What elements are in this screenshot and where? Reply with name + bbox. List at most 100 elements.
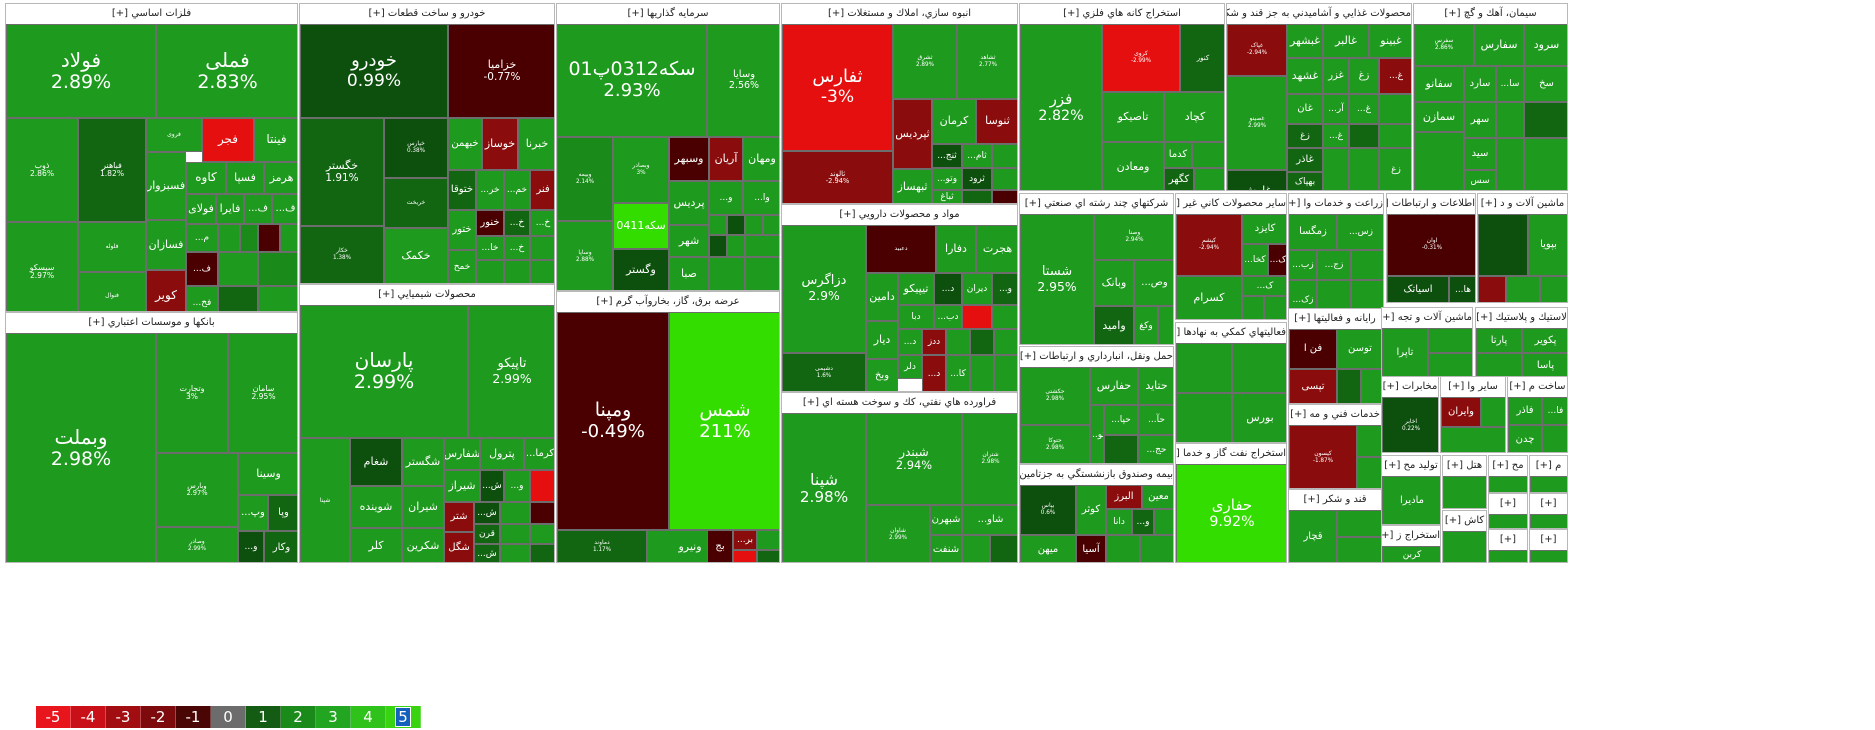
stock-tile[interactable]: زب... (1289, 250, 1317, 280)
stock-tile[interactable]: فن ا (1289, 329, 1337, 369)
stock-tile[interactable]: کویر (146, 270, 186, 311)
stock-tile[interactable]: خ... (504, 236, 530, 260)
stock-tile[interactable]: کچاد (1164, 92, 1224, 142)
stock-tile[interactable] (218, 252, 258, 286)
stock-tile[interactable]: مادیرا (1382, 476, 1440, 524)
stock-tile[interactable]: دبا (898, 305, 934, 329)
stock-tile[interactable]: کوثر (1076, 485, 1106, 535)
stock-tile[interactable]: غاذر (1287, 148, 1323, 172)
sector-title[interactable]: بيمه وصندوق بازنشستگي به جزتامين [+] (1020, 465, 1173, 485)
stock-tile[interactable] (1542, 425, 1567, 452)
stock-tile[interactable] (1443, 531, 1486, 562)
stock-tile[interactable]: هجرت (976, 225, 1017, 273)
stock-tile[interactable]: ش... (480, 470, 504, 502)
sector-title[interactable]: سيمان، آهك و گچ [+] (1414, 4, 1567, 24)
stock-tile[interactable]: دعبید (866, 225, 936, 273)
stock-tile[interactable]: حتاید (1138, 367, 1173, 405)
stock-tile[interactable]: سفانو (1414, 66, 1464, 102)
stock-tile[interactable] (1194, 168, 1224, 190)
sector-title[interactable]: بانكها و موسسات اعتباري [+] (6, 313, 297, 333)
stock-tile[interactable]: زس... (1337, 214, 1383, 250)
legend-swatch[interactable]: -4 (71, 706, 106, 728)
stock-tile[interactable]: خبهمن (448, 118, 482, 170)
stock-tile[interactable]: فزر 2.82% (1020, 24, 1102, 190)
legend-swatch[interactable]: 1 (246, 706, 281, 728)
stock-tile[interactable]: خپارس 0.38% (384, 118, 448, 178)
stock-tile[interactable]: ثام... (962, 144, 992, 168)
stock-tile[interactable] (1349, 124, 1379, 148)
sector-title[interactable]: کاش [+] (1443, 511, 1486, 531)
stock-tile[interactable]: ها... (1449, 276, 1475, 302)
stock-tile[interactable] (530, 260, 554, 283)
stock-tile[interactable]: غصینو 2.99% (1227, 76, 1287, 170)
sector-title[interactable]: م [+] (1530, 456, 1567, 476)
stock-tile[interactable]: سکه0411 (613, 203, 669, 249)
stock-tile[interactable]: و... (238, 531, 264, 562)
stock-tile[interactable]: وتو... (932, 168, 962, 190)
stock-tile[interactable]: خمح (448, 250, 476, 283)
stock-tile[interactable] (1379, 124, 1411, 148)
stock-tile[interactable]: غپاک -2.94% (1227, 24, 1287, 76)
stock-tile[interactable]: ف... (244, 194, 272, 224)
stock-tile[interactable]: وبارس 2.97% (156, 453, 238, 527)
stock-tile[interactable]: فسپا (226, 162, 264, 194)
sector-title[interactable]: ماشين آلات و د [+] (1478, 194, 1567, 214)
stock-tile[interactable]: ک... (1242, 276, 1286, 296)
stock-tile[interactable]: غلوش (1227, 170, 1287, 190)
stock-tile[interactable]: دب... (934, 305, 962, 329)
stock-tile[interactable]: قچار (1289, 510, 1337, 562)
sector-title[interactable]: شركتهاي چند رشته اي صنعتي [+] (1020, 194, 1173, 214)
stock-tile[interactable]: بورس (1232, 393, 1286, 442)
sector-title[interactable]: زراعت و خدمات وا [+] (1289, 194, 1383, 214)
stock-tile[interactable] (1106, 535, 1140, 562)
stock-tile[interactable]: تاپیکو 2.99% (468, 305, 554, 438)
stock-tile[interactable]: کیسون -1.87% (1289, 425, 1357, 488)
stock-tile[interactable]: بهپاک (1287, 172, 1323, 190)
stock-tile[interactable]: ددز (922, 329, 946, 355)
stock-tile[interactable]: دشیمی 1.6% (782, 353, 866, 391)
stock-tile[interactable]: حفارس (1090, 367, 1138, 405)
stock-tile[interactable] (1104, 435, 1138, 463)
sector-title[interactable]: فلزات اساسي [+] (6, 4, 297, 24)
stock-tile[interactable]: حفاری 9.92% (1176, 464, 1286, 562)
stock-tile[interactable]: قرن (474, 524, 500, 544)
sector-title[interactable]: سرمايه گذاريها [+] (557, 4, 779, 24)
stock-tile[interactable]: سفارس (1474, 24, 1524, 66)
sector-title[interactable]: ساخت م [+] (1508, 377, 1567, 397)
stock-tile[interactable]: شتران 2.98% (962, 413, 1017, 505)
stock-tile[interactable]: معین (1142, 485, 1173, 509)
stock-tile[interactable]: پاسا (1522, 353, 1567, 376)
legend-swatch[interactable]: 4 (351, 706, 386, 728)
stock-tile[interactable]: کخا... (1242, 244, 1268, 276)
sector-title[interactable]: هتل [+] (1443, 456, 1486, 476)
stock-tile[interactable]: ثرود (962, 168, 992, 190)
stock-tile[interactable] (1489, 514, 1527, 528)
stock-tile[interactable]: شکرین (402, 528, 444, 562)
stock-tile[interactable]: سا... (1496, 66, 1524, 102)
stock-tile[interactable]: فنوال (78, 272, 146, 311)
stock-tile[interactable] (1357, 425, 1381, 457)
stock-tile[interactable]: کربن (1382, 546, 1440, 562)
stock-tile[interactable]: سکه0312پ01 2.93% (557, 24, 707, 137)
stock-tile[interactable]: کرمان (932, 99, 976, 144)
stock-tile[interactable] (1441, 427, 1505, 452)
stock-tile[interactable]: حتوکا 2.98% (1020, 425, 1090, 463)
stock-tile[interactable]: ف... (272, 194, 297, 224)
stock-tile[interactable]: بج (707, 530, 733, 562)
stock-tile[interactable] (476, 260, 504, 283)
stock-tile[interactable]: زمگسا (1289, 214, 1337, 250)
stock-tile[interactable]: و... (504, 470, 530, 502)
stock-tile[interactable] (218, 286, 258, 311)
stock-tile[interactable]: پترول (480, 438, 524, 470)
sector-title[interactable]: استخراج نفت گاز و خدما [+] (1176, 444, 1286, 464)
stock-tile[interactable] (1530, 476, 1567, 492)
stock-tile[interactable] (1192, 142, 1224, 168)
stock-tile[interactable]: زغ (1349, 58, 1379, 94)
stock-tile[interactable]: غ... (1349, 94, 1379, 124)
sector-title[interactable]: سایر محصولات كاني غير [+] (1176, 194, 1286, 214)
stock-tile[interactable]: و... (709, 181, 743, 215)
stock-tile[interactable]: ثشاهد 2.77% (957, 24, 1017, 99)
stock-tile[interactable] (530, 502, 554, 524)
sector-title[interactable]: خودرو و ساخت قطعات [+] (300, 4, 554, 24)
stock-tile[interactable]: بپاس 0.6% (1020, 485, 1076, 535)
